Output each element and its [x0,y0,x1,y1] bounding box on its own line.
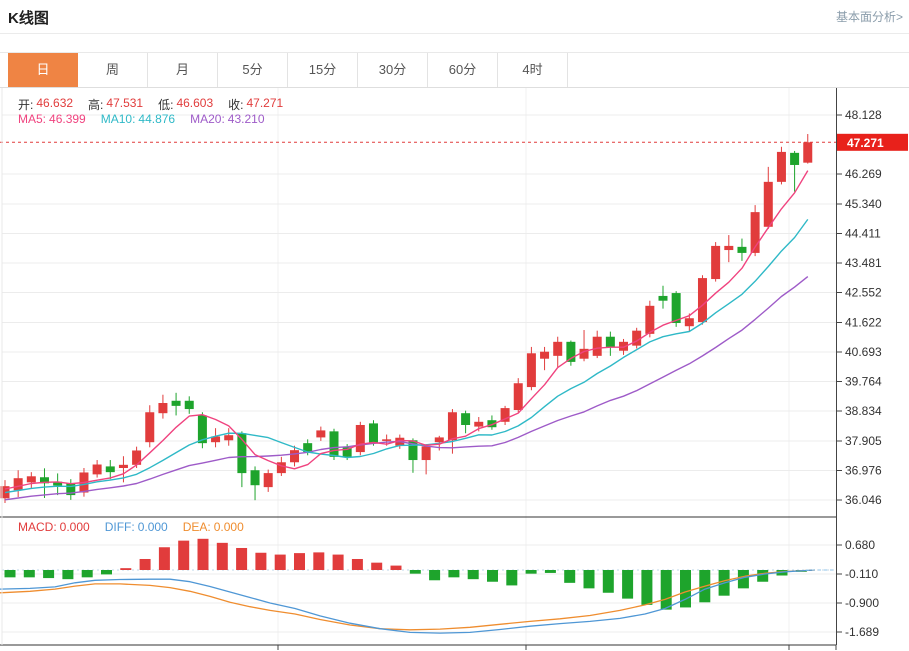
diff-value: 0.000 [137,520,168,534]
high-label: 高: [88,98,104,112]
tab-5min[interactable]: 5分 [218,53,288,87]
svg-text:0.680: 0.680 [845,538,875,552]
svg-text:38.834: 38.834 [845,404,882,418]
dea-label: DEA: [182,520,211,534]
svg-text:41.622: 41.622 [845,315,882,329]
low-value: 46.603 [176,96,214,110]
svg-text:-0.110: -0.110 [845,567,878,581]
ma-lines [4,170,809,501]
svg-text:-0.900: -0.900 [845,596,879,610]
svg-text:48.128: 48.128 [845,108,882,122]
svg-text:40.693: 40.693 [845,345,882,359]
tab-30min[interactable]: 30分 [358,53,428,87]
tab-week[interactable]: 周 [78,53,148,87]
ma-legend-ma10: MA10: 44.876 [101,112,175,126]
macd-legend: MACD: 0.000 DIFF: 0.000 DEA: 0.000 [18,520,244,534]
page-title: K线图 [8,10,49,27]
svg-text:45.340: 45.340 [845,197,882,211]
tab-4hour[interactable]: 4时 [498,53,568,87]
open-label: 开: [18,98,34,112]
ma10-label: MA10: [100,112,136,126]
ohlc-legend-open: 开: 46.632 [18,96,73,113]
current-price-label: 47.271 [837,133,908,151]
svg-text:47.271: 47.271 [847,136,884,150]
macd-legend-dea: DEA: 0.000 [183,520,244,534]
ma5-value: 46.399 [49,112,86,126]
ohlc-legend-high: 高: 47.531 [88,96,143,113]
svg-text:44.411: 44.411 [845,226,881,240]
axis: 48.128 46.269 45.340 44.411 43.481 42.552 41.6… [0,88,882,650]
low-label: 低: [158,98,174,112]
tab-60min[interactable]: 60分 [428,53,498,87]
close-label: 收: [228,98,244,112]
tab-15min[interactable]: 15分 [288,53,358,87]
ma-legend-ma5: MA5: 46.399 [18,112,86,126]
svg-text:42.552: 42.552 [845,286,882,300]
ma20-label: MA20: [190,112,225,126]
svg-text:46.269: 46.269 [845,167,882,181]
diff-label: DIFF: [104,520,135,534]
svg-text:43.481: 43.481 [845,256,882,270]
tab-day[interactable]: 日 [8,53,78,87]
tab-bar: 日周月 5分 15分 30分 60分 4时 [0,52,909,88]
ma10-value: 44.876 [138,112,176,126]
ma-legend-ma20: MA20: 43.210 [190,112,264,126]
macd-label: MACD: [18,520,57,534]
title-divider [0,33,909,34]
ma20-value: 43.210 [227,112,265,126]
open-value: 46.632 [36,96,74,110]
high-value: 47.531 [106,96,144,110]
close-value: 47.271 [246,96,284,110]
macd-panel [0,538,836,634]
svg-text:37.905: 37.905 [845,434,882,448]
macd-legend-diff: DIFF: 0.000 [105,520,168,534]
ohlc-legend-close: 收: 47.271 [228,96,283,113]
svg-text:36.976: 36.976 [845,463,882,477]
fundamental-analysis-link[interactable]: 基本面分析> [835,10,903,24]
dea-value: 0.000 [213,520,244,534]
ohlc-legend: 开: 46.632 高: 47.531 低: 46.603 收: 47.271 [18,96,283,113]
ma5-label: MA5: [18,112,47,126]
svg-text:36.046: 36.046 [845,493,882,507]
tab-month[interactable]: 月 [148,53,218,87]
ma-legend: MA5: 46.399 MA10: 44.876 MA20: 43.210 [18,112,265,126]
candles [0,134,813,504]
macd-legend-macd: MACD: 0.000 [18,520,90,534]
macd-value: 0.000 [59,520,90,534]
grid-lines [2,88,836,645]
svg-text:39.764: 39.764 [845,375,882,389]
ohlc-legend-low: 低: 46.603 [158,96,213,113]
svg-text:-1.689: -1.689 [845,625,879,639]
